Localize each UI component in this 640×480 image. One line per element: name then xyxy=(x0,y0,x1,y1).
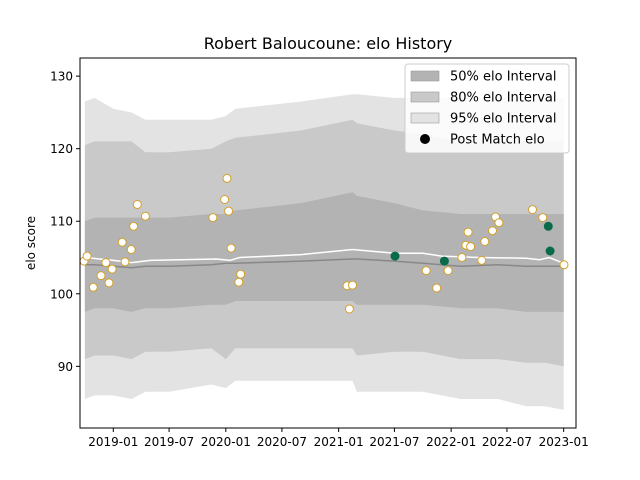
x-axis-ticks: 2019-01 2019-07 2020-01 2020-07 2021-01 2021-… xyxy=(88,428,589,449)
post-match-point xyxy=(463,227,473,237)
post-match-point-highlight xyxy=(439,256,449,266)
post-match-point xyxy=(559,260,569,270)
chart-title: Robert Baloucoune: elo History xyxy=(204,34,453,53)
legend-swatch xyxy=(410,91,440,103)
post-match-point xyxy=(348,280,357,290)
post-match-point xyxy=(132,200,142,209)
post-match-point xyxy=(226,243,236,253)
legend-marker xyxy=(420,134,430,144)
post-match-point xyxy=(421,266,431,276)
x-tick-label: 2021-01 xyxy=(314,435,364,449)
legend-swatch xyxy=(410,70,440,82)
x-tick-label: 2020-01 xyxy=(201,435,251,449)
post-match-point xyxy=(488,226,497,236)
post-match-point xyxy=(466,242,476,252)
x-tick-label: 2021-07 xyxy=(369,435,419,449)
post-match-point xyxy=(104,278,114,288)
post-match-point xyxy=(443,266,453,276)
plot-frame xyxy=(79,57,577,429)
x-tick-label: 2022-07 xyxy=(482,435,532,449)
y-axis-ticks: 90 100 110 120 130 xyxy=(50,70,80,374)
x-tick-label: 2022-01 xyxy=(426,435,476,449)
post-match-point xyxy=(236,269,246,279)
y-tick-label: 90 xyxy=(58,360,73,374)
legend-label: 95% elo Interval xyxy=(450,112,557,127)
post-match-point xyxy=(494,218,504,228)
x-tick-label: 2023-01 xyxy=(539,435,589,449)
post-match-point xyxy=(457,253,467,262)
post-match-point xyxy=(477,255,487,265)
post-match-point xyxy=(117,237,127,247)
post-match-point xyxy=(140,211,150,221)
post-match-point-highlight xyxy=(545,246,555,256)
legend-label: Post Match elo xyxy=(450,133,545,148)
post-match-point xyxy=(208,213,218,223)
post-match-point xyxy=(234,277,244,287)
post-match-point xyxy=(101,258,111,268)
mean-elo-line xyxy=(84,248,564,264)
post-match-point xyxy=(120,257,130,267)
post-match-point xyxy=(96,271,106,281)
x-tick-label: 2020-07 xyxy=(257,435,307,449)
x-tick-label: 2019-01 xyxy=(88,435,138,449)
post-match-points xyxy=(79,173,569,314)
post-match-point xyxy=(129,221,139,231)
post-match-point xyxy=(538,213,548,223)
elo-lines xyxy=(84,248,564,269)
y-tick-label: 100 xyxy=(50,287,73,301)
post-match-point xyxy=(344,304,354,314)
post-match-point xyxy=(82,251,92,261)
post-match-point xyxy=(220,195,230,204)
post-match-point-highlight xyxy=(390,251,400,261)
post-match-point xyxy=(480,237,490,246)
legend-frame xyxy=(404,63,570,154)
post-match-point xyxy=(126,245,136,254)
y-tick-label: 110 xyxy=(50,215,73,229)
legend: 50% elo Interval 80% elo Interval 95% elo … xyxy=(404,63,570,154)
median-elo-line xyxy=(84,258,564,269)
y-tick-label: 120 xyxy=(50,142,73,156)
legend-label: 80% elo Interval xyxy=(450,91,557,106)
post-match-point xyxy=(107,264,117,274)
x-tick-label: 2019-07 xyxy=(144,435,194,449)
post-match-point xyxy=(222,173,232,183)
legend-swatch xyxy=(410,112,440,124)
post-match-point xyxy=(88,282,98,292)
post-match-point xyxy=(528,205,537,215)
post-match-point-highlight xyxy=(543,221,553,231)
post-match-point xyxy=(432,283,442,293)
post-match-point xyxy=(224,206,234,216)
y-axis-label: elo score xyxy=(24,216,38,270)
y-tick-label: 130 xyxy=(50,70,73,84)
legend-label: 50% elo Interval xyxy=(450,70,557,85)
